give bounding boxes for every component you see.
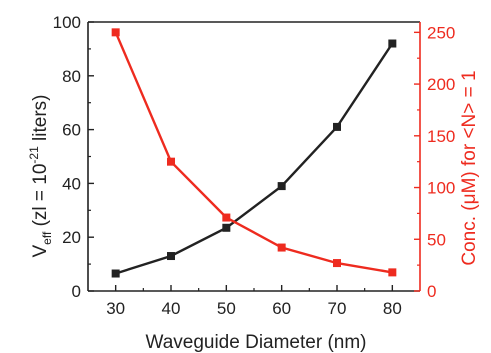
concentration-point-70 <box>333 259 341 268</box>
right-tick-label-100: 100 <box>427 179 455 198</box>
series-layer <box>111 28 397 278</box>
volume-point-50 <box>222 223 231 232</box>
x-tick-label-30: 30 <box>106 299 125 318</box>
left-axis-title-middle: (zl = 10 <box>30 164 51 232</box>
x-axis-title: Waveguide Diameter (nm) <box>145 332 366 353</box>
left-axis-title-sub: eff <box>40 231 54 245</box>
x-tick-label-80: 80 <box>383 299 402 318</box>
right-tick-label-50: 50 <box>427 230 446 249</box>
right-axis-title: Conc. (μM) for <N> = 1 <box>459 70 480 265</box>
concentration-point-80 <box>388 268 397 277</box>
left-tick-label-80: 80 <box>62 67 81 86</box>
concentration-series-line <box>114 31 393 274</box>
x-tick-label-50: 50 <box>217 299 236 318</box>
volume-point-60 <box>277 182 286 191</box>
left-tick-label-20: 20 <box>62 228 81 247</box>
volume-point-70 <box>333 122 341 131</box>
volume-series-line <box>115 42 394 275</box>
left-axis-title-prefix: V <box>30 245 51 258</box>
left-tick-label-40: 40 <box>62 174 81 193</box>
left-tick-label-60: 60 <box>62 121 81 140</box>
volume-point-80 <box>388 39 397 48</box>
left-axis-title-suffix: liters) <box>30 94 51 146</box>
right-tick-label-0: 0 <box>427 282 436 301</box>
labels-layer: 30 40 50 60 70 80 0 20 40 60 80 100 0 50 100 150 200 250 <box>53 13 456 318</box>
right-tick-label-250: 250 <box>427 23 455 42</box>
right-tick-label-200: 200 <box>427 75 455 94</box>
concentration-point-60 <box>277 243 286 252</box>
volume-point-30 <box>111 269 120 278</box>
volume-point-40 <box>167 252 175 261</box>
left-tick-label-100: 100 <box>53 13 81 32</box>
concentration-point-50 <box>222 213 231 222</box>
left-tick-label-0: 0 <box>72 282 81 301</box>
x-tick-label-60: 60 <box>272 299 291 318</box>
left-axis-title: Veff (zl = 10-21 liters) <box>27 94 54 257</box>
right-tick-label-150: 150 <box>427 127 455 146</box>
axes <box>87 21 421 292</box>
concentration-point-30 <box>111 28 120 37</box>
x-tick-label-70: 70 <box>328 299 347 318</box>
x-tick-label-40: 40 <box>162 299 181 318</box>
concentration-point-40 <box>167 157 175 166</box>
left-axis-title-sup: -21 <box>27 146 41 164</box>
